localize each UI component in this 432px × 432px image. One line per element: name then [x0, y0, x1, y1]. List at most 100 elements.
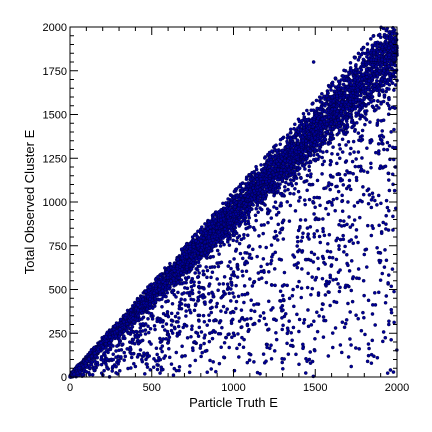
scatter-point [333, 76, 338, 81]
scatter-point [365, 42, 370, 46]
scatter-point [297, 172, 301, 176]
scatter-point [320, 91, 324, 96]
scatter-point [344, 117, 348, 122]
scatter-point [262, 156, 267, 160]
scatter-point [326, 108, 331, 113]
scatter-point [294, 176, 299, 181]
scatter-point [340, 118, 345, 122]
scatter-point [256, 195, 260, 200]
scatter-point [379, 63, 384, 67]
scatter-point [383, 59, 387, 63]
scatter-point [378, 43, 382, 48]
scatter-point [187, 249, 191, 254]
scatter-point [359, 52, 364, 57]
scatter-point [204, 265, 208, 269]
scatter-point [332, 89, 337, 93]
scatter-point [340, 100, 345, 104]
scatter-point [199, 252, 204, 256]
scatter-point [254, 164, 258, 169]
scatter-point [318, 135, 323, 140]
scatter-point [351, 91, 355, 95]
scatter-point [320, 162, 325, 167]
scatter-point [157, 284, 162, 289]
scatter-point [194, 256, 199, 261]
scatter-point [292, 126, 296, 131]
scatter-point [359, 68, 364, 72]
scatter-point [329, 88, 333, 92]
scatter-point [360, 128, 365, 133]
scatter-point [310, 102, 315, 106]
scatter-point [175, 264, 180, 269]
scatter-point [292, 169, 297, 174]
scatter-point [201, 236, 206, 240]
scatter-point [176, 280, 180, 285]
scatter-point [307, 124, 312, 129]
scatter-point [341, 86, 346, 91]
scatter-point [199, 230, 203, 235]
scatter-point [390, 81, 395, 86]
scatter-point [165, 290, 170, 295]
scatter-point [304, 142, 308, 147]
scatter-point [293, 122, 297, 127]
scatter-point [374, 55, 379, 60]
scatter-point [391, 53, 396, 57]
scatter-point [371, 34, 376, 38]
scatter-point [311, 124, 315, 129]
scatter-point [372, 108, 377, 113]
scatter-point [260, 198, 264, 203]
scatter-point [218, 244, 223, 248]
scatter-point [318, 107, 323, 112]
scatter-point [295, 138, 300, 142]
scatter-point [342, 68, 346, 73]
scatter-point [88, 350, 92, 355]
scatter-point [330, 95, 335, 100]
scatter-point [243, 222, 248, 226]
scatter-point [268, 174, 273, 178]
scatter-point [226, 197, 230, 201]
scatter-point [211, 224, 216, 229]
scatter-point [262, 169, 267, 173]
scatter-point [297, 119, 302, 124]
scatter-point [259, 163, 263, 167]
scatter-point [302, 123, 306, 127]
scatter-point [351, 86, 356, 90]
scatter-point [376, 99, 380, 103]
scatter-point [221, 201, 225, 206]
scatter-point [239, 220, 244, 224]
scatter-point [288, 178, 293, 182]
scatter-point [311, 129, 315, 134]
scatter-point [238, 184, 243, 189]
scatter-point [283, 189, 287, 193]
scatter-point [92, 345, 97, 350]
scatter-point [364, 67, 369, 72]
scatter-point [276, 168, 281, 172]
scatter-point [288, 137, 293, 141]
scatter-point [307, 164, 312, 169]
scatter-point [365, 49, 370, 53]
scatter-point [331, 115, 336, 120]
scatter-point [303, 133, 307, 137]
scatter-point [278, 142, 283, 147]
scatter-point [242, 219, 247, 223]
scatter-point [318, 120, 323, 125]
scatter-point [247, 172, 252, 177]
scatter-point [312, 153, 316, 157]
scatter-point [272, 193, 276, 198]
scatter-point [240, 189, 244, 194]
scatter-point [336, 118, 340, 122]
scatter-point [281, 164, 286, 169]
scatter-point [168, 261, 172, 266]
scatter-point [372, 43, 377, 48]
scatter-point [251, 203, 255, 207]
scatter-point [355, 121, 359, 125]
scatter-point [251, 181, 256, 185]
scatter-point [244, 177, 249, 181]
scatter-point [254, 206, 259, 211]
scatter-point [347, 70, 351, 75]
scatter-point [336, 84, 341, 88]
scatter-point [385, 36, 389, 41]
scatter-point [264, 179, 268, 184]
scatter-point [303, 149, 308, 153]
scatter-point [316, 116, 320, 121]
scatter-point [270, 180, 274, 185]
